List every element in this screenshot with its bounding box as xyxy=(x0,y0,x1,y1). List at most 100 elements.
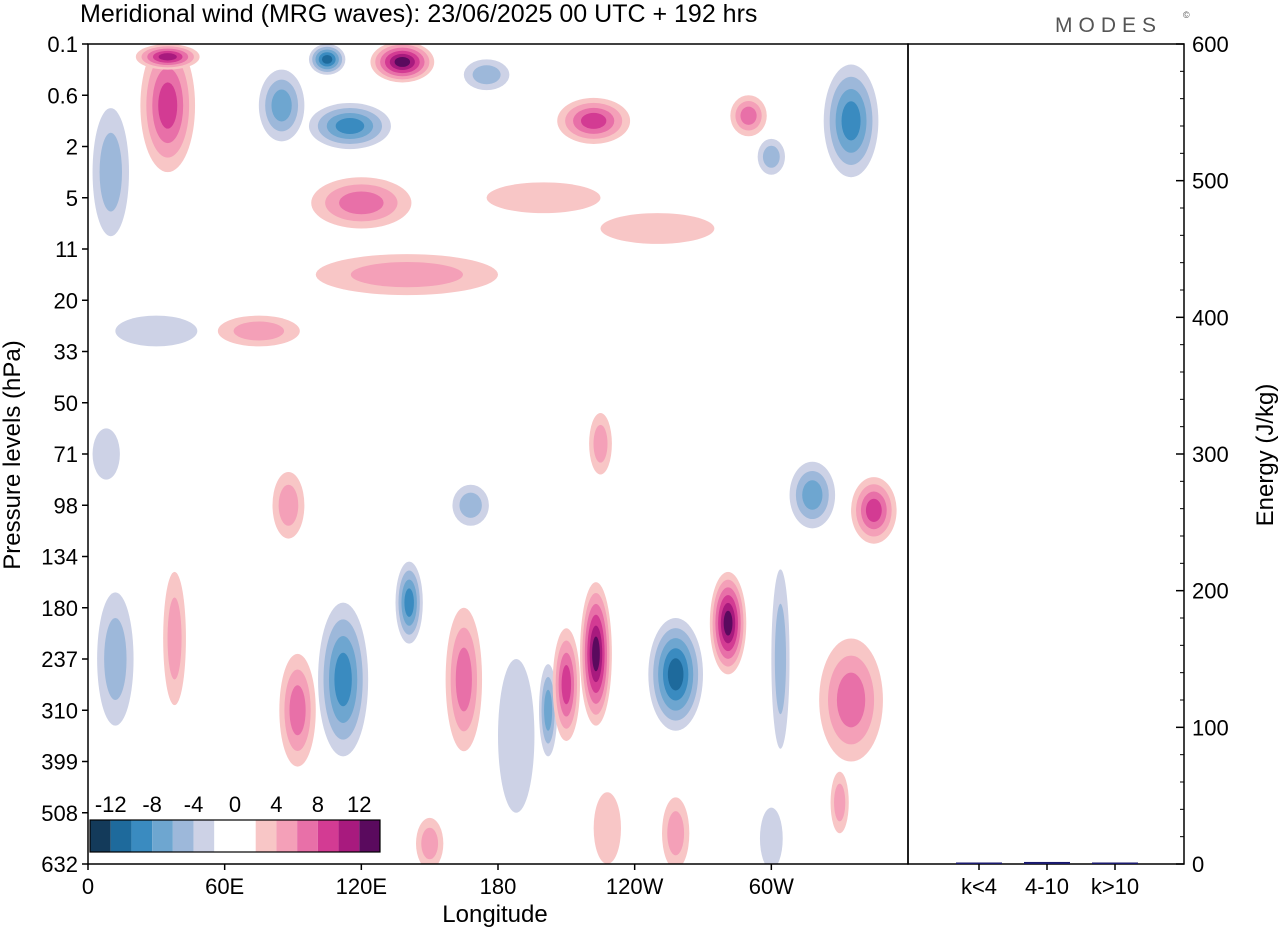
energy-axis-label: Energy (J/kg) xyxy=(1252,384,1279,527)
contour-level xyxy=(841,101,861,141)
contour-cell xyxy=(315,254,498,296)
contour-cell xyxy=(486,182,601,214)
contour-level xyxy=(667,658,684,691)
contour-level xyxy=(740,106,757,125)
contour-level xyxy=(865,498,882,522)
contour-level xyxy=(289,685,306,736)
chart-title: Meridional wind (MRG waves): 23/06/2025 … xyxy=(80,0,757,28)
colorbar: -12 -8 -4 0 4 8 12 xyxy=(89,792,381,853)
colorbar-label: 12 xyxy=(347,792,371,817)
contour-level xyxy=(802,480,823,510)
energy-category-label: 4-10 xyxy=(1025,874,1069,899)
plot-frame xyxy=(87,43,909,865)
contour-level xyxy=(580,112,607,129)
contour-cell xyxy=(217,315,300,347)
y-tick-label: 632 xyxy=(41,852,78,877)
contour-level xyxy=(723,610,733,636)
contour-level xyxy=(233,321,285,341)
colorbar-swatch xyxy=(359,820,380,852)
colorbar-swatch xyxy=(214,820,235,852)
y-tick-label: 11 xyxy=(55,237,78,262)
x-tick-label: 120E xyxy=(336,874,387,899)
contour-cell xyxy=(452,484,489,526)
contour-cell xyxy=(557,97,631,144)
contour-cell xyxy=(140,44,196,173)
contour-level xyxy=(592,636,600,672)
x-tick-label: 120W xyxy=(606,874,664,899)
contour-level xyxy=(667,811,685,856)
contour-level xyxy=(92,428,120,480)
energy-tick-label: 300 xyxy=(1192,442,1229,467)
colorbar-swatch xyxy=(255,820,277,852)
contour-level xyxy=(472,65,501,85)
contour-cell xyxy=(97,592,134,726)
y-axis-label: Pressure levels (hPa) xyxy=(0,340,26,569)
colorbar-frame xyxy=(89,819,381,853)
contour-level xyxy=(421,827,439,860)
energy-panel-frame xyxy=(907,43,1185,865)
contour-level xyxy=(271,89,292,122)
contour-level xyxy=(104,618,127,700)
energy-tick-label: 100 xyxy=(1192,715,1229,740)
y-tick-label: 2 xyxy=(66,135,78,160)
x-tick-label: 0 xyxy=(82,874,94,899)
y-tick-label: 399 xyxy=(41,750,78,775)
energy-category-label: k>10 xyxy=(1091,874,1139,899)
brand-logo: MODES xyxy=(1055,14,1162,37)
contour-cell xyxy=(830,771,849,834)
contour-cell xyxy=(318,602,369,757)
energy-bar xyxy=(1024,861,1070,864)
colorbar-swatch xyxy=(276,820,298,852)
x-tick-label: 180 xyxy=(480,874,517,899)
y-tick-label: 5 xyxy=(66,186,78,211)
contour-level xyxy=(593,424,608,463)
contour-cell xyxy=(135,44,200,70)
x-axis-label: Longitude xyxy=(442,901,547,928)
contour-cell xyxy=(395,561,423,644)
contour-level xyxy=(334,652,352,707)
contour-cell xyxy=(552,628,580,741)
contour-cell xyxy=(539,664,558,757)
contour-cell xyxy=(463,59,510,91)
x-tick-label: 60E xyxy=(205,874,244,899)
y-tick-label: 0.1 xyxy=(47,32,78,57)
contour-level xyxy=(561,665,572,705)
contour-cell xyxy=(163,571,186,706)
contour-cell xyxy=(851,477,897,544)
contour-cell xyxy=(308,102,391,150)
contour-level xyxy=(158,53,177,61)
contour-level xyxy=(339,191,384,215)
colorbar-label: -12 xyxy=(95,792,127,817)
energy-bars: k<4 4-10 k>10 xyxy=(956,861,1139,899)
colorbar-label: 8 xyxy=(312,792,324,817)
contour-cell xyxy=(593,792,621,864)
colorbar-swatch xyxy=(131,820,153,852)
y-tick-label: 180 xyxy=(41,596,78,621)
brand-mark: © xyxy=(1183,10,1190,20)
y-tick-label: 98 xyxy=(54,493,78,518)
contour-cell xyxy=(662,797,690,864)
contour-level xyxy=(455,647,472,712)
colorbar-swatch xyxy=(172,820,194,852)
contour-field xyxy=(92,44,897,864)
contour-cell xyxy=(580,582,612,726)
colorbar-label: -8 xyxy=(142,792,162,817)
y-tick-label: 310 xyxy=(41,698,78,723)
y-tick-label: 33 xyxy=(54,340,78,365)
contour-level xyxy=(459,492,482,518)
contour-level xyxy=(321,54,333,64)
contour-cell xyxy=(272,471,305,539)
contour-level xyxy=(498,659,535,813)
pressure-axis: 0.1 0.6 2 5 11 20 33 50 71 98 134 180 237 310 399 508 63… xyxy=(41,32,88,877)
energy-tick-label: 0 xyxy=(1192,852,1204,877)
contour-cell xyxy=(771,569,790,749)
colorbar-swatch xyxy=(152,820,173,852)
x-tick-label: 60W xyxy=(749,874,794,899)
contour-cell xyxy=(92,108,129,237)
y-tick-label: 508 xyxy=(41,801,78,826)
energy-bar xyxy=(1092,862,1138,864)
contour-level xyxy=(544,689,553,731)
contour-cell xyxy=(445,607,483,752)
contour-level xyxy=(278,484,299,526)
